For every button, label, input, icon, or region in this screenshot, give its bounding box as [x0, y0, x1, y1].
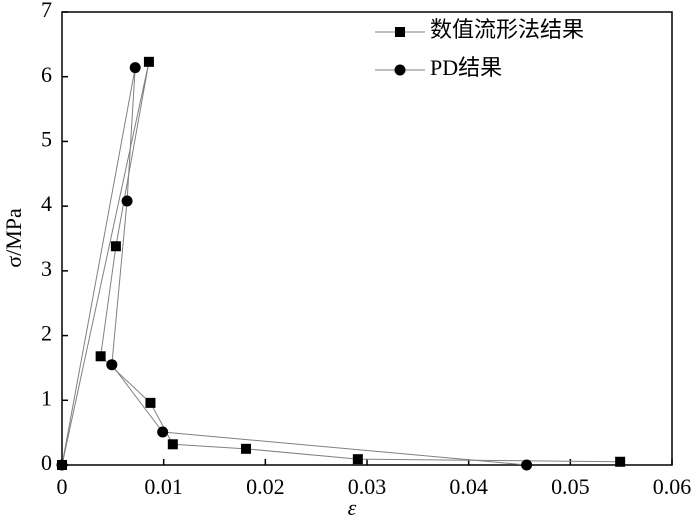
data-point [56, 459, 68, 471]
data-point [615, 456, 626, 467]
y-tick-label: 0 [41, 450, 52, 475]
data-point [352, 454, 363, 465]
x-tick-label: 0.05 [551, 474, 590, 499]
data-point [157, 426, 169, 438]
data-point [106, 359, 118, 371]
x-tick-label: 0 [57, 474, 68, 499]
x-tick-label: 0.06 [653, 474, 692, 499]
data-point [145, 397, 156, 408]
y-axis-label: σ/MPa [1, 208, 26, 268]
y-tick-label: 7 [41, 0, 52, 22]
y-tick-label: 4 [41, 191, 52, 216]
plot-frame [61, 11, 673, 466]
data-point [143, 56, 154, 67]
x-tick-label: 0.03 [348, 474, 387, 499]
y-tick-label: 3 [41, 256, 52, 281]
data-point [521, 459, 533, 471]
x-tick-label: 0.02 [246, 474, 285, 499]
legend-label: PD结果 [430, 55, 502, 80]
data-point [121, 195, 133, 207]
data-point [241, 443, 252, 454]
y-tick-label: 6 [41, 62, 52, 87]
y-tick-label: 2 [41, 321, 52, 346]
legend-marker [395, 27, 405, 37]
legend-marker [394, 64, 406, 76]
y-tick-label: 1 [41, 385, 52, 410]
series-line [61, 67, 527, 466]
x-tick-label: 0.04 [449, 474, 488, 499]
data-point [110, 241, 121, 252]
x-tick-label: 0.01 [144, 474, 183, 499]
data-point [95, 351, 106, 362]
x-axis-label: ε [348, 495, 357, 520]
y-tick-label: 5 [41, 126, 52, 151]
legend-label: 数值流形法结果 [430, 17, 584, 42]
data-point [167, 439, 178, 450]
data-point [129, 62, 141, 74]
